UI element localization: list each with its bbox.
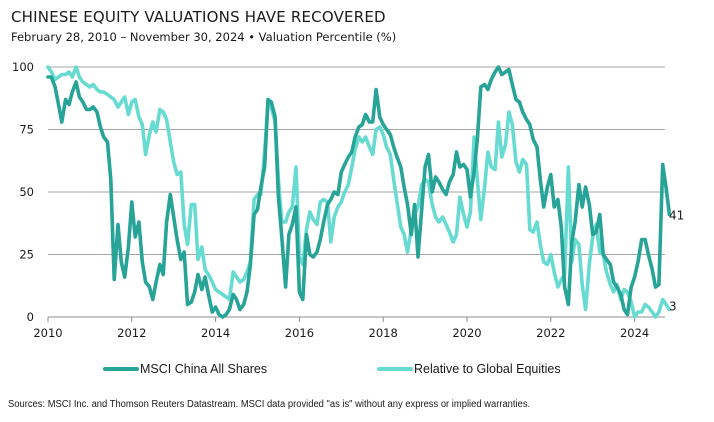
legend-item-relative-global[interactable]: Relative to Global Equities [377,362,561,376]
y-tick-label-0: 0 [27,310,34,324]
y-tick-label-100: 100 [12,60,34,74]
series-line-relative-global [46,65,672,319]
legend-item-msci-china[interactable]: MSCI China All Shares [103,362,267,376]
legend-label-relative-global: Relative to Global Equities [414,362,561,376]
end-labels: 41 3 [669,209,684,314]
x-tick-label-2018: 2018 [369,326,398,340]
series-lines [46,65,672,319]
y-axis: 0 25 50 75 100 [12,60,34,324]
legend: MSCI China All Shares Relative to Global… [0,362,714,382]
end-label-relative-global: 3 [669,300,677,314]
chart-subtitle: February 28, 2010 – November 30, 2024 • … [11,30,397,44]
x-tick-label-2012: 2012 [117,326,146,340]
legend-label-msci-china: MSCI China All Shares [140,362,268,376]
end-label-msci-china: 41 [669,209,684,223]
source-note: Sources: MSCI Inc. and Thomson Reuters D… [8,399,531,410]
x-tick-label-2024: 2024 [620,326,649,340]
legend-swatch-relative-global [377,367,413,371]
x-axis: 2010 2012 2014 2016 2018 2020 2022 2024 [33,316,665,340]
x-tick-label-2010: 2010 [33,326,62,340]
y-tick-label-25: 25 [19,248,34,262]
y-tick-label-75: 75 [19,123,34,137]
x-tick-label-2022: 2022 [536,326,565,340]
series-line-msci-china [46,65,672,319]
x-tick-label-2016: 2016 [285,326,314,340]
x-tick-label-2020: 2020 [452,326,481,340]
x-tick-label-2014: 2014 [201,326,230,340]
y-tick-label-50: 50 [19,185,34,199]
legend-swatch-msci-china [103,367,139,371]
chart-title: CHINESE EQUITY VALUATIONS HAVE RECOVERED [11,8,386,26]
